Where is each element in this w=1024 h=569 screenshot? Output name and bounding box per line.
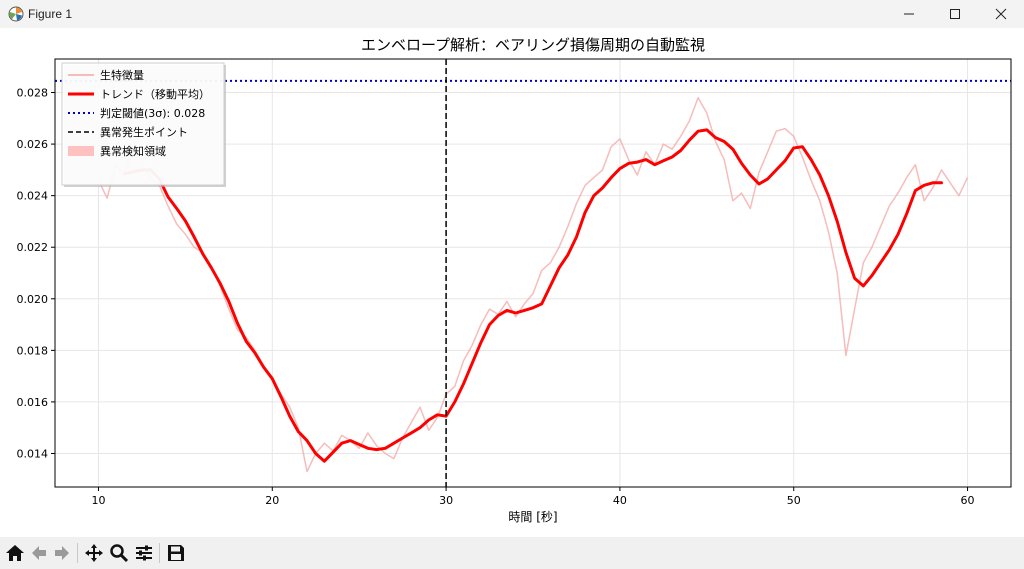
pan-icon[interactable] (84, 543, 104, 563)
maximize-button[interactable] (932, 0, 978, 28)
x-tick-label: 10 (91, 494, 105, 507)
legend-label: 判定閾値(3σ): 0.028 (100, 106, 205, 120)
forward-icon[interactable] (52, 543, 72, 563)
legend-label: 異常検知領域 (100, 144, 166, 158)
y-tick-label: 0.018 (17, 344, 49, 357)
trend-series (123, 128, 943, 463)
minimize-icon (904, 13, 914, 15)
y-tick-label: 0.024 (17, 190, 49, 203)
x-tick-label: 30 (439, 494, 453, 507)
legend-swatch-region (68, 146, 94, 156)
raw-feature-series (97, 96, 969, 473)
y-tick-label: 0.020 (17, 293, 49, 306)
axis-ticks: 10 20 30 40 50 60 0.014 0.016 0.018 0.020 0.022 0.0… (17, 87, 975, 507)
figure-canvas[interactable]: エンベロープ解析：ベアリング損傷周期の自動監視 10 20 30 40 50 60 0.01… (0, 28, 1024, 537)
axes-frame (54, 58, 1012, 488)
close-button[interactable] (978, 0, 1024, 28)
minimize-button[interactable] (886, 0, 932, 28)
window-titlebar: Figure 1 (0, 0, 1024, 28)
legend-label: 生特徴量 (100, 68, 144, 82)
y-tick-label: 0.014 (17, 447, 49, 460)
back-icon[interactable] (29, 543, 49, 563)
x-axis-label: 時間 [秒] (508, 510, 557, 524)
legend-label: トレンド（移動平均） (100, 87, 210, 101)
y-tick-label: 0.022 (17, 241, 49, 254)
navigation-toolbar (0, 537, 1024, 569)
trend-line (123, 128, 943, 463)
x-tick-label: 50 (787, 494, 801, 507)
configure-subplots-icon[interactable] (134, 543, 154, 563)
raw-feature-line (97, 96, 969, 473)
toolbar-separator (77, 543, 78, 563)
toolbar-separator (159, 543, 160, 563)
y-tick-label: 0.028 (17, 87, 49, 100)
zoom-icon[interactable] (109, 543, 129, 563)
x-tick-label: 20 (265, 494, 279, 507)
window-title: Figure 1 (28, 7, 73, 21)
x-tick-label: 60 (961, 494, 975, 507)
chart-svg: エンベロープ解析：ベアリング損傷周期の自動監視 10 20 30 40 50 60 0.01… (17, 36, 1012, 524)
legend-box (61, 62, 225, 186)
close-icon (995, 8, 1007, 20)
x-tick-label: 40 (613, 494, 627, 507)
reference-lines (55, 59, 1011, 487)
legend-label: 異常発生ポイント (100, 125, 188, 139)
chart-title: エンベロープ解析：ベアリング損傷周期の自動監視 (361, 36, 705, 54)
maximize-icon (950, 9, 960, 19)
matplotlib-logo-icon (8, 6, 24, 22)
home-icon[interactable] (5, 543, 25, 563)
y-tick-label: 0.016 (17, 396, 49, 409)
save-icon[interactable] (166, 543, 186, 563)
y-tick-label: 0.026 (17, 138, 49, 151)
